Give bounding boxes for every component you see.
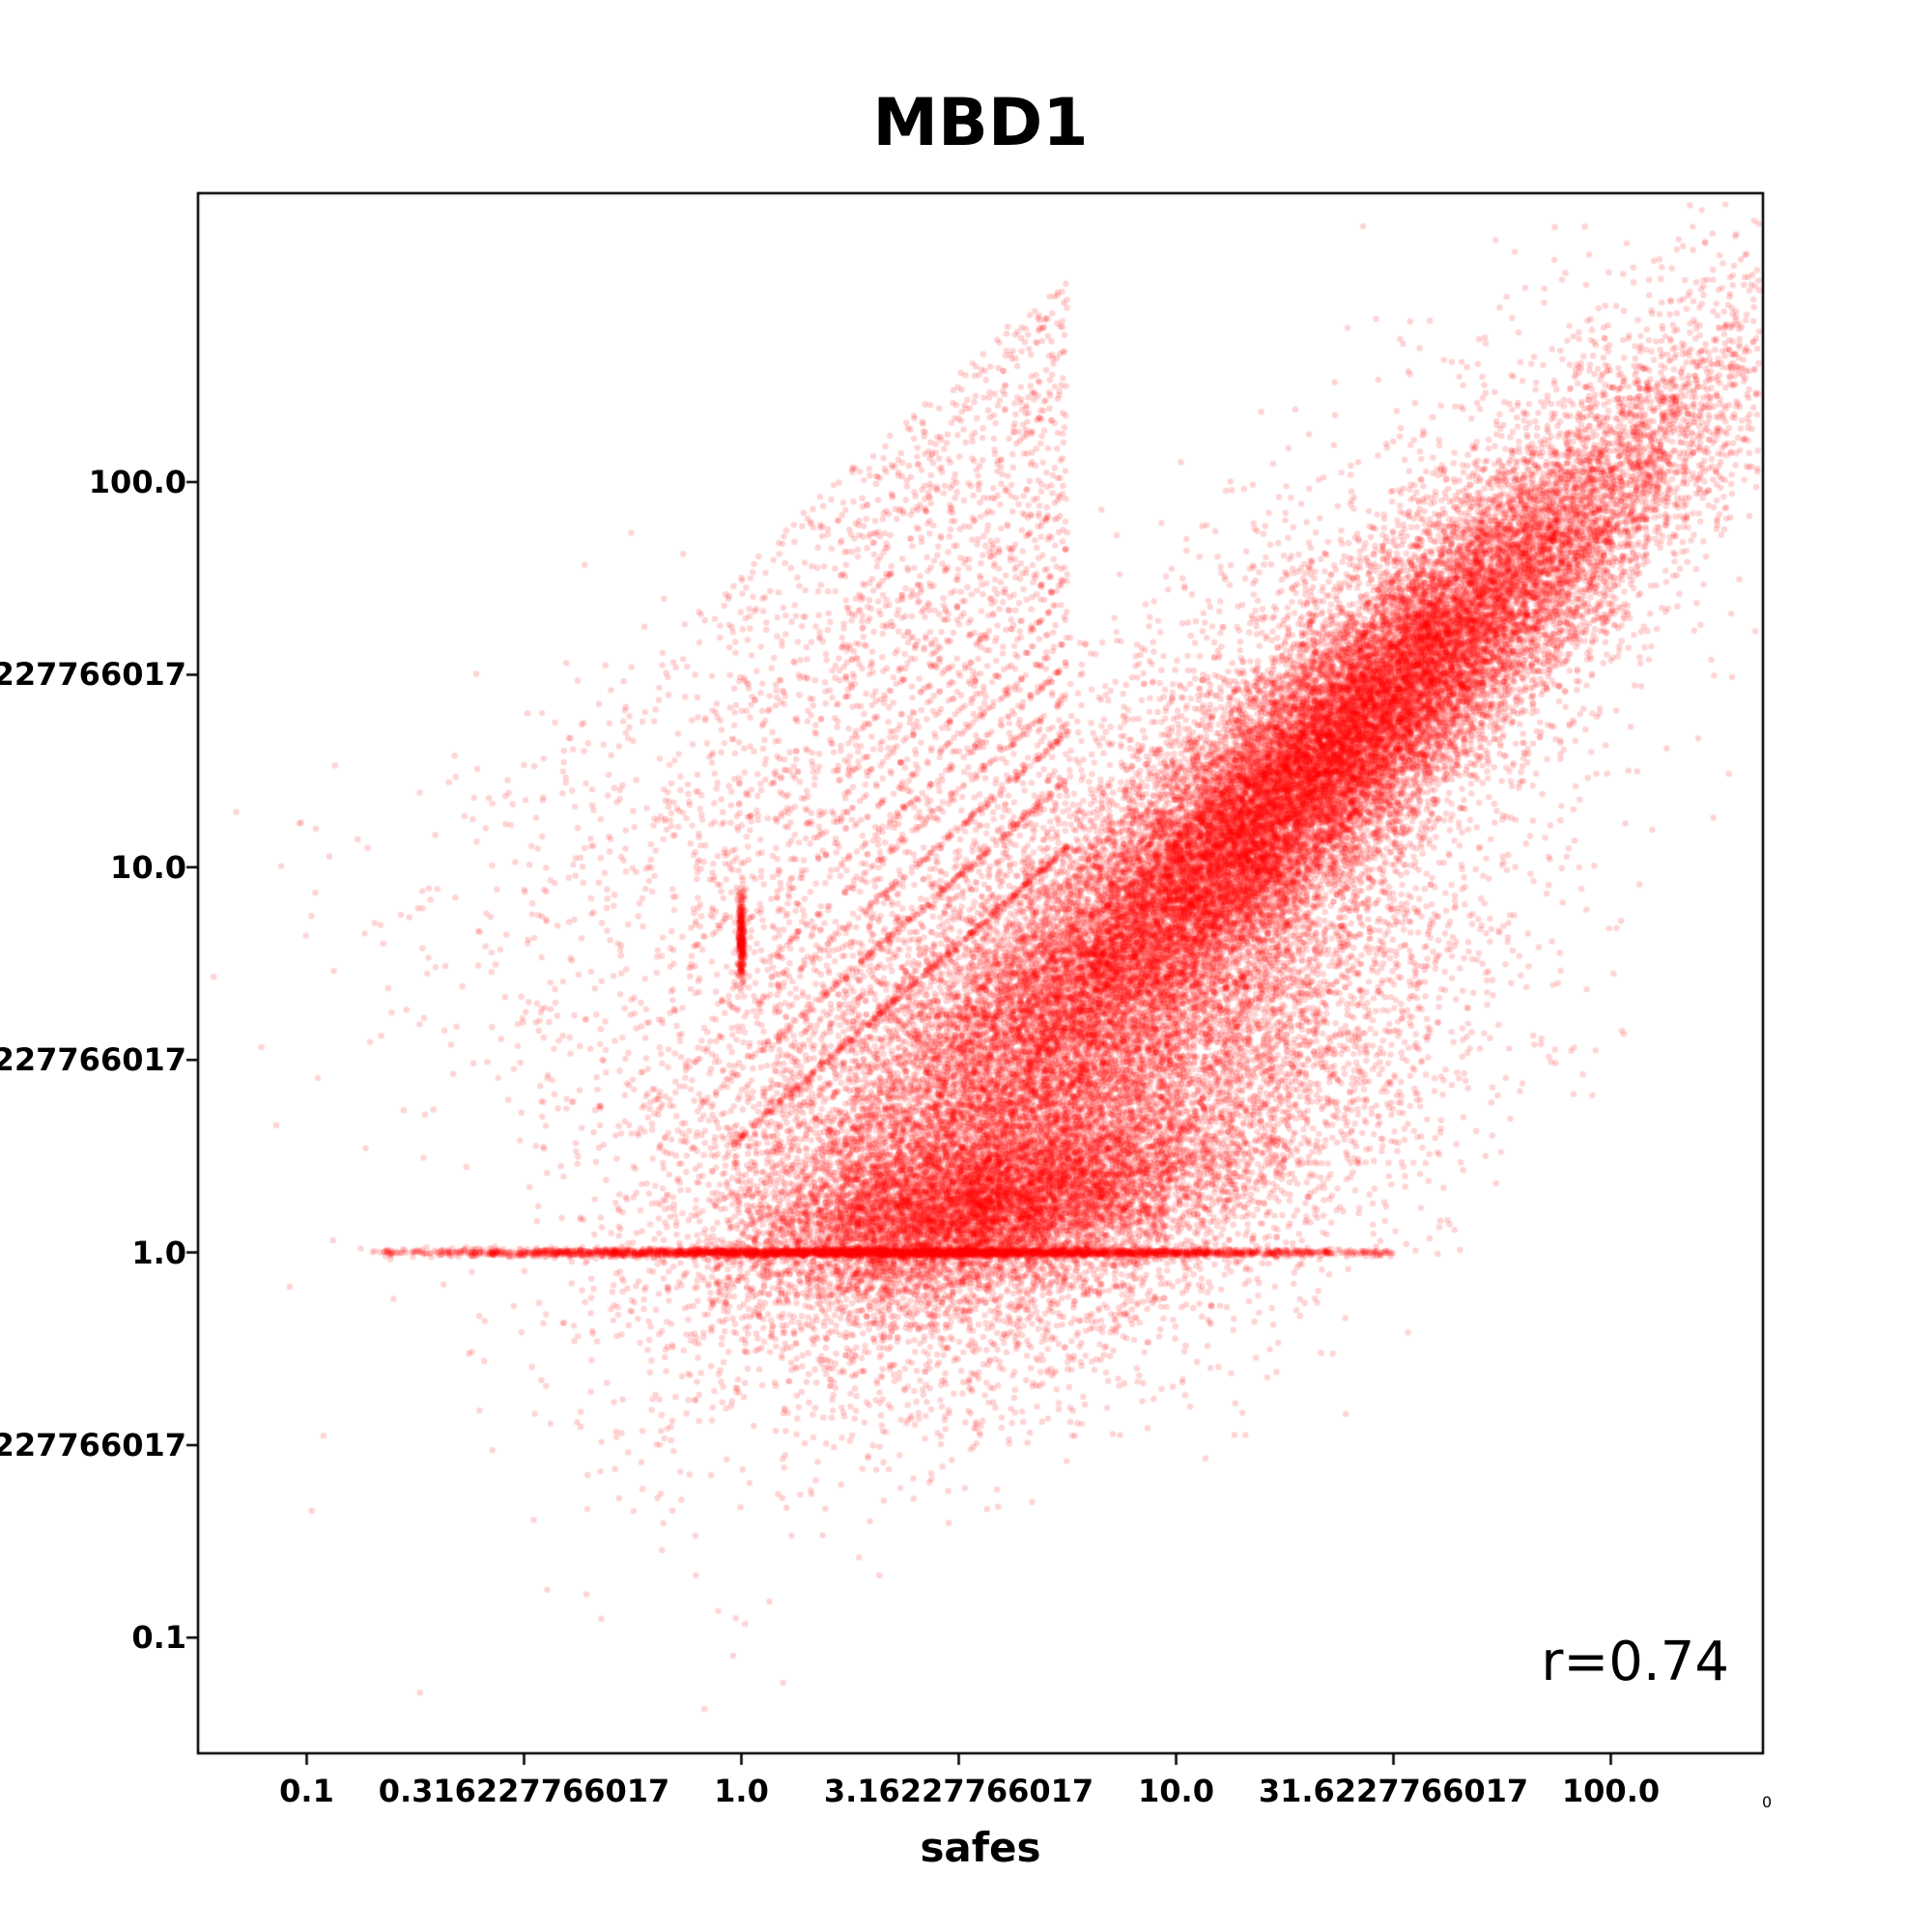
x-axis-label: safes <box>920 1824 1041 1871</box>
x-tick-label: 1.0 <box>714 1773 769 1809</box>
y-tick-label: 6227766017 <box>0 656 186 694</box>
x-tick-label: 3.16227766017 <box>823 1773 1094 1809</box>
x-tick-label: 0.316227766017 <box>378 1773 670 1809</box>
x-tick-label: 0.1 <box>279 1773 334 1809</box>
x-tick-label: 31.6227766017 <box>1258 1773 1529 1809</box>
y-tick-label: 6227766017 <box>0 1041 186 1079</box>
y-tick-label: 10.0 <box>110 848 186 886</box>
y-tick-label: 0.1 <box>131 1619 186 1657</box>
y-tick-label: 100.0 <box>88 464 186 501</box>
x-tick-label: 10.0 <box>1138 1773 1214 1809</box>
correlation-annotation: r=0.74 <box>1541 1631 1729 1693</box>
corner-tick-artifact: 0 <box>1762 1793 1773 1811</box>
y-tick-label: 1.0 <box>131 1234 186 1271</box>
chart-title: MBD1 <box>872 85 1089 161</box>
y-tick-label: 6227766017 <box>0 1426 186 1463</box>
x-tick-label: 100.0 <box>1561 1773 1661 1809</box>
